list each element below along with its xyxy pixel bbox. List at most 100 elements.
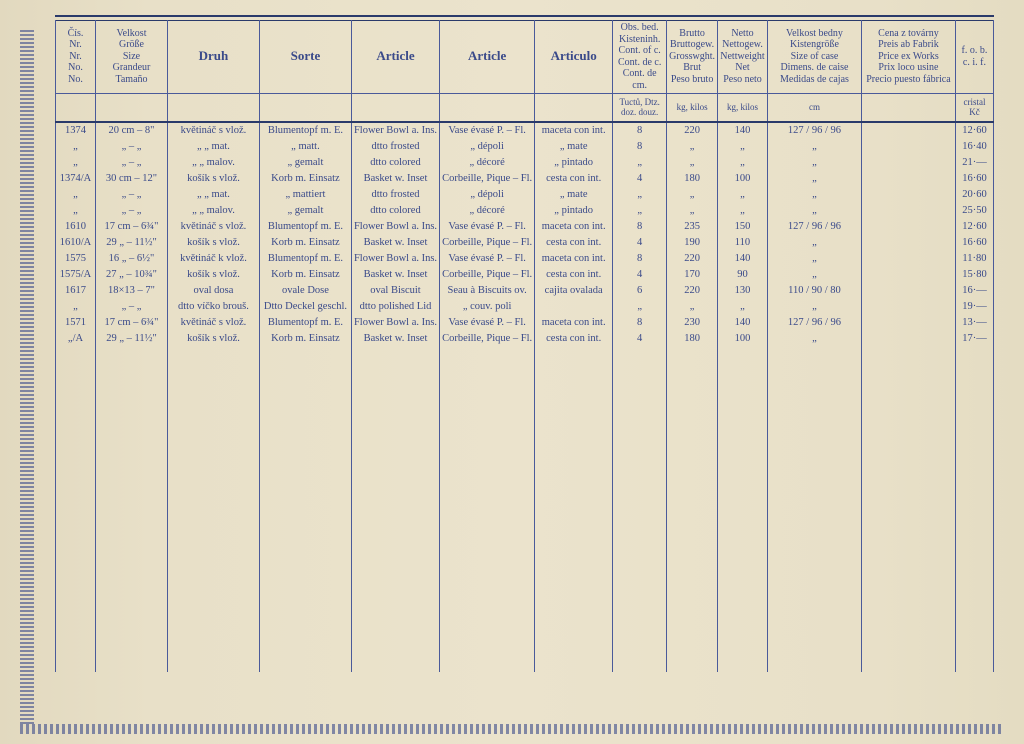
cell-size: 29 „ – 11½" — [95, 235, 167, 251]
cell-sorte: „ matt. — [259, 139, 351, 155]
cell-cont: 4 — [613, 235, 667, 251]
cell-net: 100 — [718, 331, 768, 347]
cell-dim: „ — [767, 171, 861, 187]
cell-size: 29 „ – 11½" — [95, 331, 167, 347]
table-row: 161718×13 – 7"oval dosaovale Doseoval Bi… — [56, 283, 994, 299]
table-row: 1374/A30 cm – 12"košík s vlož.Korb m. Ei… — [56, 171, 994, 187]
cell-a1: dtto frosted — [351, 139, 439, 155]
cell-size: 17 cm – 6¾" — [95, 219, 167, 235]
cell-cont: 8 — [613, 122, 667, 139]
hdr-netto: NettoNettogew. NettweightNet Peso neto — [718, 20, 768, 94]
cell-a3: cesta con int. — [535, 235, 613, 251]
hdr-no: Čís.Nr. Nr.No. No. — [56, 20, 96, 94]
cell-fob: 21·— — [955, 155, 993, 171]
cell-druh: květináč k vlož. — [167, 251, 259, 267]
cell-druh: oval dosa — [167, 283, 259, 299]
cell-a1: oval Biscuit — [351, 283, 439, 299]
cell-sorte: „ gemalt — [259, 155, 351, 171]
cell-dim: „ — [767, 251, 861, 267]
unit-net: kg, kilos — [718, 94, 768, 122]
cell-size: 18×13 – 7" — [95, 283, 167, 299]
cell-druh: košík s vlož. — [167, 235, 259, 251]
cell-a2: „ dépoli — [440, 187, 535, 203]
cell-dim: „ — [767, 299, 861, 315]
cell-size: 27 „ – 10¾" — [95, 267, 167, 283]
cell-cont: 8 — [613, 219, 667, 235]
cell-price — [861, 139, 955, 155]
cell-size: 17 cm – 6¾" — [95, 315, 167, 331]
cell-price — [861, 171, 955, 187]
hdr-fob: f. o. b.c. i. f. — [955, 20, 993, 94]
cell-brut: 180 — [667, 331, 718, 347]
cell-fob: 13·— — [955, 315, 993, 331]
table-container: Čís.Nr. Nr.No. No. VelkostGröße SizeGran… — [55, 20, 994, 719]
cell-net: 100 — [718, 171, 768, 187]
cell-brut: „ — [667, 155, 718, 171]
cell-dim: „ — [767, 267, 861, 283]
cell-dim: „ — [767, 203, 861, 219]
cell-fob: 16·40 — [955, 139, 993, 155]
cell-a3: „ pintado — [535, 155, 613, 171]
cell-no: 1575 — [56, 251, 96, 267]
cell-brut: „ — [667, 203, 718, 219]
cell-a1: dtto frosted — [351, 187, 439, 203]
cell-druh: „ „ mat. — [167, 139, 259, 155]
unit-cont: Tuctů, Dtz. doz. douz. — [613, 94, 667, 122]
cell-dim: „ — [767, 235, 861, 251]
cell-price — [861, 251, 955, 267]
cell-a2: Seau à Biscuits ov. — [440, 283, 535, 299]
cell-brut: 220 — [667, 122, 718, 139]
cell-brut: 180 — [667, 171, 718, 187]
cell-a1: dtto colored — [351, 203, 439, 219]
table-row: „„ – „„ „ malov.„ gemaltdtto colored„ dé… — [56, 155, 994, 171]
cell-a3: „ pintado — [535, 203, 613, 219]
cell-a2: „ décoré — [440, 155, 535, 171]
cell-sorte: Blumentopf m. E. — [259, 219, 351, 235]
cell-net: 140 — [718, 315, 768, 331]
cell-a3: maceta con int. — [535, 315, 613, 331]
cell-net: 140 — [718, 251, 768, 267]
cell-size: „ – „ — [95, 139, 167, 155]
cell-cont: 4 — [613, 171, 667, 187]
cell-druh: „ „ mat. — [167, 187, 259, 203]
cell-cont: 8 — [613, 251, 667, 267]
hdr-contents: Obs. bed.Kisteninh. Cont. of c.Cont. de … — [613, 20, 667, 94]
cell-price — [861, 187, 955, 203]
hdr-sorte: Sorte — [259, 20, 351, 94]
cell-price — [861, 283, 955, 299]
cell-a3: maceta con int. — [535, 122, 613, 139]
cell-a3 — [535, 299, 613, 315]
cell-cont: 4 — [613, 267, 667, 283]
table-body: 137420 cm – 8"květináč s vlož.Blumentopf… — [56, 122, 994, 672]
cell-cont: „ — [613, 203, 667, 219]
cell-cont: 8 — [613, 315, 667, 331]
cell-brut: 235 — [667, 219, 718, 235]
cell-a3: cajita ovalada — [535, 283, 613, 299]
cell-a1: Flower Bowl a. Ins. — [351, 315, 439, 331]
cell-a1: dtto polished Lid — [351, 299, 439, 315]
cell-net: „ — [718, 187, 768, 203]
cell-a2: „ décoré — [440, 203, 535, 219]
cell-size: „ – „ — [95, 203, 167, 219]
cell-a2: Corbeille, Pique – Fl. — [440, 331, 535, 347]
hdr-brutto: BruttoBruttogew. Grosswght.Brut Peso bru… — [667, 20, 718, 94]
cell-a2: „ dépoli — [440, 139, 535, 155]
cell-fob: 12·60 — [955, 219, 993, 235]
cell-a2: Vase évasé P. – Fl. — [440, 122, 535, 139]
cell-size: 20 cm – 8" — [95, 122, 167, 139]
cell-sorte: „ mattiert — [259, 187, 351, 203]
cell-net: „ — [718, 155, 768, 171]
cell-dim: „ — [767, 155, 861, 171]
cell-a1: Flower Bowl a. Ins. — [351, 219, 439, 235]
cell-cont: „ — [613, 299, 667, 315]
cell-brut: „ — [667, 187, 718, 203]
cell-a3: „ mate — [535, 187, 613, 203]
cell-dim: „ — [767, 139, 861, 155]
cell-sorte: Blumentopf m. E. — [259, 122, 351, 139]
cell-cont: „ — [613, 187, 667, 203]
table-header: Čís.Nr. Nr.No. No. VelkostGröße SizeGran… — [56, 20, 994, 122]
table-row: „„ – „„ „ mat.„ mattiertdtto frosted„ dé… — [56, 187, 994, 203]
table-row: 137420 cm – 8"květináč s vlož.Blumentopf… — [56, 122, 994, 139]
cell-brut: „ — [667, 299, 718, 315]
cell-no: „ — [56, 299, 96, 315]
